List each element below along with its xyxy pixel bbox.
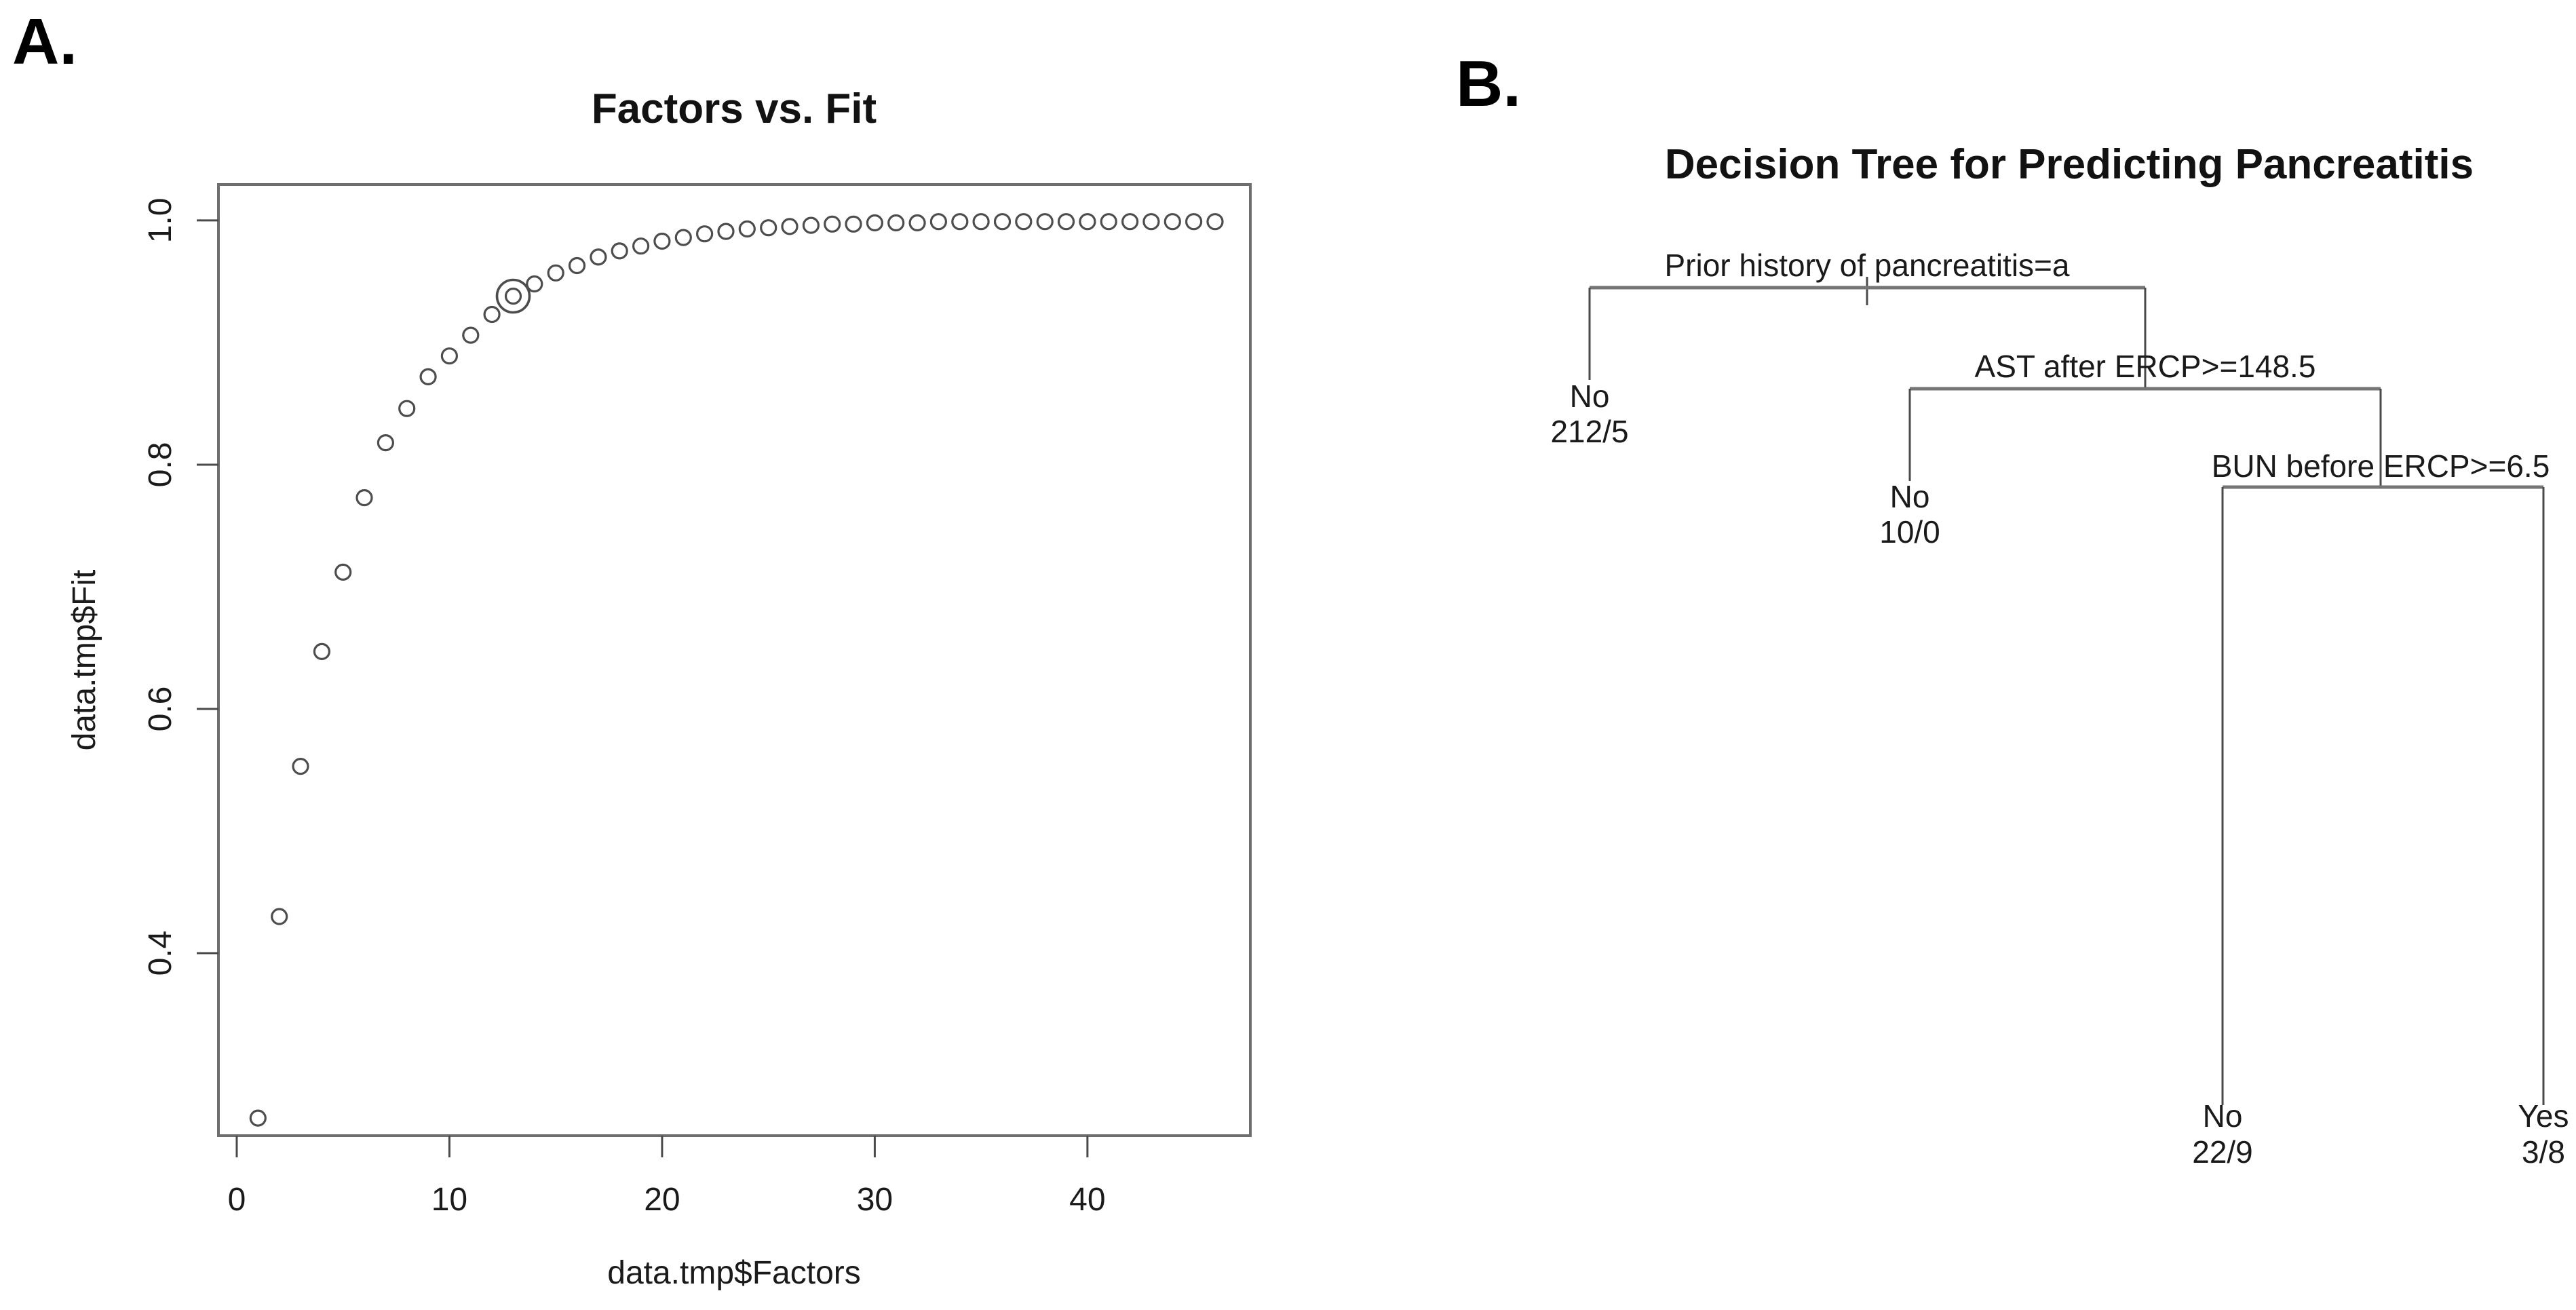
scatter-point [717,223,735,240]
y-tick-label: 1.0 [142,198,178,244]
scatter-point [271,908,288,925]
scatter-point [632,237,650,255]
scatter-point [1015,213,1033,231]
scatter-point [249,1109,267,1127]
tree-leaf-class-label: Yes [2518,1098,2569,1134]
tree-leaf-class-label: No [1570,379,1610,414]
scatter-plot-title: Factors vs. Fit [592,85,877,132]
scatter-point [1100,213,1117,231]
tree-split-label: BUN before ERCP>=6.5 [2212,448,2550,484]
scatter-point [1206,213,1224,231]
scatter-point [1121,213,1139,231]
scatter-point [547,264,564,282]
panel-a-label: A. [12,5,77,78]
tree-leaf-counts-label: 212/5 [1550,414,1628,449]
tree-title: Decision Tree for Predicting Pancreatiti… [1665,141,2474,188]
tree-split-label: Prior history of pancreatitis=a [1665,248,2070,283]
scatter-point [398,400,416,417]
scatter-point [908,214,926,232]
scatter-point [760,219,777,237]
scatter-point [993,213,1012,231]
scatter-point [462,326,480,344]
x-tick-label: 20 [644,1182,680,1218]
scatter-plot-frame [217,183,1252,1137]
x-axis-label: data.tmp$Factors [607,1255,861,1291]
tree-leaf-class-label: No [1890,479,1930,514]
x-tick-label: 10 [431,1182,467,1218]
y-tick-label: 0.6 [142,687,178,732]
scatter-point [738,220,756,238]
scatter-point [972,213,990,231]
scatter-axes: 0 10 20 30 40 0.4 0.6 0.8 1.0 [142,198,1106,1218]
scatter-point [611,242,628,260]
y-axis-label: data.tmp$Fit [66,570,102,751]
highlighted-point-ring [495,278,531,314]
tree-leaf-counts-label: 3/8 [2522,1134,2565,1170]
scatter-point [334,563,352,581]
tree-split-label: AST after ERCP>=148.5 [1975,349,2316,384]
scatter-point [483,305,501,324]
scatter-point [590,248,607,266]
scatter-point [1057,213,1075,231]
x-tick-label: 40 [1069,1182,1105,1218]
scatter-point [1142,213,1160,231]
panel-b-label: B. [1456,47,1521,120]
scatter-point [313,642,330,661]
scatter-point [1164,213,1181,231]
scatter-point [781,218,799,235]
tree-leaf-counts-label: 22/9 [2192,1134,2253,1170]
scatter-point [866,214,884,232]
scatter-point [824,215,841,233]
decision-tree: Prior history of pancreatitis=a AST after… [1550,248,2569,1170]
scatter-point [292,757,309,775]
scatter-points [249,213,1224,1127]
scatter-point [887,214,905,232]
scatter-point [802,216,820,234]
scatter-point [504,287,522,305]
scatter-point [695,225,714,243]
scatter-point [1079,213,1096,231]
y-tick-label: 0.8 [142,442,178,488]
tree-leaf-counts-label: 10/0 [1879,514,1940,550]
scatter-point [951,213,969,231]
scatter-point [377,434,395,452]
scatter-point [355,488,373,507]
scatter-point [526,275,543,293]
scatter-point [1036,213,1054,231]
y-tick-label: 0.4 [142,931,178,976]
scatter-point [653,232,671,250]
scatter-point [568,256,586,275]
tree-leaf-class-label: No [2203,1098,2243,1134]
scatter-point [419,368,437,386]
scatter-point [674,229,692,246]
x-tick-label: 30 [857,1182,893,1218]
scatter-point [845,215,862,233]
scatter-point [1185,213,1203,231]
scatter-point [929,213,948,231]
x-tick-label: 0 [228,1182,246,1218]
scatter-point [440,347,459,365]
